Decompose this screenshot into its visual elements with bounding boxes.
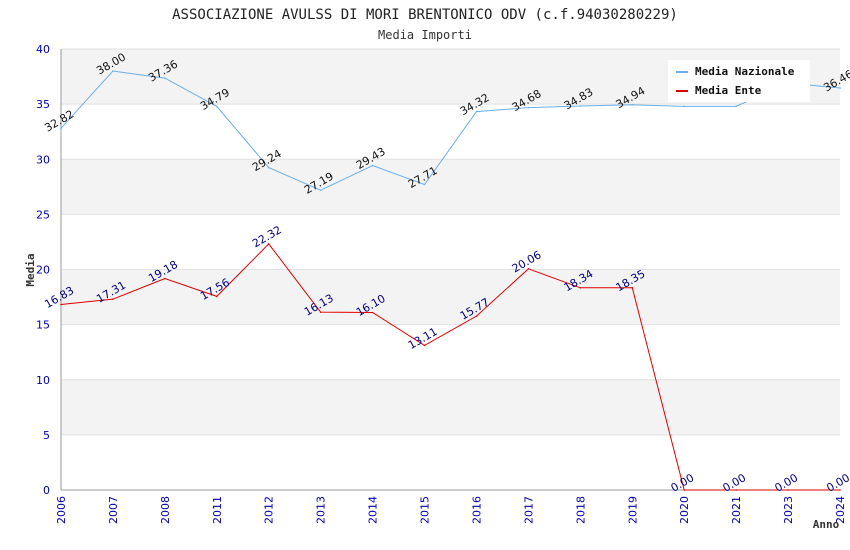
grid-band <box>61 269 840 325</box>
grid-band <box>61 159 840 215</box>
data-point <box>319 189 322 192</box>
grid-bands <box>61 48 840 491</box>
tick-labels: 0 5 10 15 20 25 30 35 40 2006 2007 2008 2011 2012 2013… <box>36 43 847 524</box>
x-tick-label: 2011 <box>211 496 224 524</box>
data-point <box>216 105 218 108</box>
data-point <box>579 105 582 107</box>
x-tick-label: 2014 <box>367 496 380 524</box>
x-tick-label: 2007 <box>107 496 120 524</box>
data-point <box>164 277 166 280</box>
x-tick-label: 2013 <box>315 496 328 524</box>
x-tick-label: 2019 <box>626 496 639 524</box>
data-point <box>267 166 270 169</box>
data-point <box>164 77 166 79</box>
y-tick-label: 0 <box>43 484 50 497</box>
data-point <box>683 489 685 491</box>
data-point <box>60 127 62 129</box>
data-point <box>112 70 114 72</box>
data-point <box>631 103 634 106</box>
x-tick-label: 2023 <box>782 496 795 524</box>
x-tick-label: 2012 <box>263 496 276 524</box>
data-point <box>631 286 634 289</box>
y-tick-label: 5 <box>43 429 50 442</box>
data-point <box>839 87 841 89</box>
data-point <box>112 298 114 300</box>
y-axis-label: Media <box>24 253 37 286</box>
series-line-ente <box>60 243 840 491</box>
y-tick-label: 25 <box>36 208 50 221</box>
x-tick-label: 2018 <box>574 496 587 524</box>
data-point <box>267 243 270 245</box>
x-tick-label: 2015 <box>419 496 432 524</box>
x-tick-label: 2008 <box>159 496 172 524</box>
y-tick-label: 40 <box>36 43 50 56</box>
grid-band <box>61 214 840 270</box>
data-point <box>319 311 322 313</box>
x-tick-label: 2021 <box>730 496 743 524</box>
x-tick-label: 2020 <box>678 496 691 524</box>
data-point <box>787 489 789 491</box>
legend-label-ente: Media Ente <box>695 84 762 97</box>
y-tick-label: 15 <box>36 319 50 332</box>
data-point <box>423 183 426 186</box>
data-point <box>683 105 685 108</box>
grid-band <box>61 379 840 435</box>
legend-box <box>668 60 810 102</box>
data-point <box>579 287 582 289</box>
chart-title: ASSOCIAZIONE AVULSS DI MORI BRENTONICO O… <box>172 7 678 23</box>
x-axis-label: Anno <box>813 518 840 531</box>
y-tick-label: 30 <box>36 153 50 166</box>
legend: Media Nazionale Media Ente <box>668 60 810 102</box>
data-point <box>735 489 737 491</box>
data-point <box>423 344 426 347</box>
y-tick-label: 20 <box>36 264 50 277</box>
chart-subtitle: Media Importi <box>378 28 472 42</box>
grid-band <box>61 324 840 380</box>
series-line-nazionale <box>60 70 841 191</box>
x-tick-label: 2024 <box>834 496 847 524</box>
data-point <box>371 311 374 314</box>
grid-band <box>61 104 840 160</box>
grid-band <box>61 434 840 490</box>
x-tick-label: 2006 <box>55 496 68 524</box>
data-point <box>527 268 530 270</box>
data-point <box>475 315 478 317</box>
y-tick-label: 10 <box>36 374 50 387</box>
data-point <box>216 295 218 298</box>
data-point <box>371 164 374 167</box>
data-point <box>527 106 530 109</box>
data-point <box>475 110 478 113</box>
y-tick-label: 35 <box>36 98 50 111</box>
data-point <box>839 489 841 491</box>
x-tick-label: 2016 <box>470 496 483 524</box>
data-point <box>60 303 62 306</box>
data-point <box>735 105 737 108</box>
legend-label-nazionale: Media Nazionale <box>695 65 795 78</box>
x-tick-label: 2017 <box>522 496 535 524</box>
